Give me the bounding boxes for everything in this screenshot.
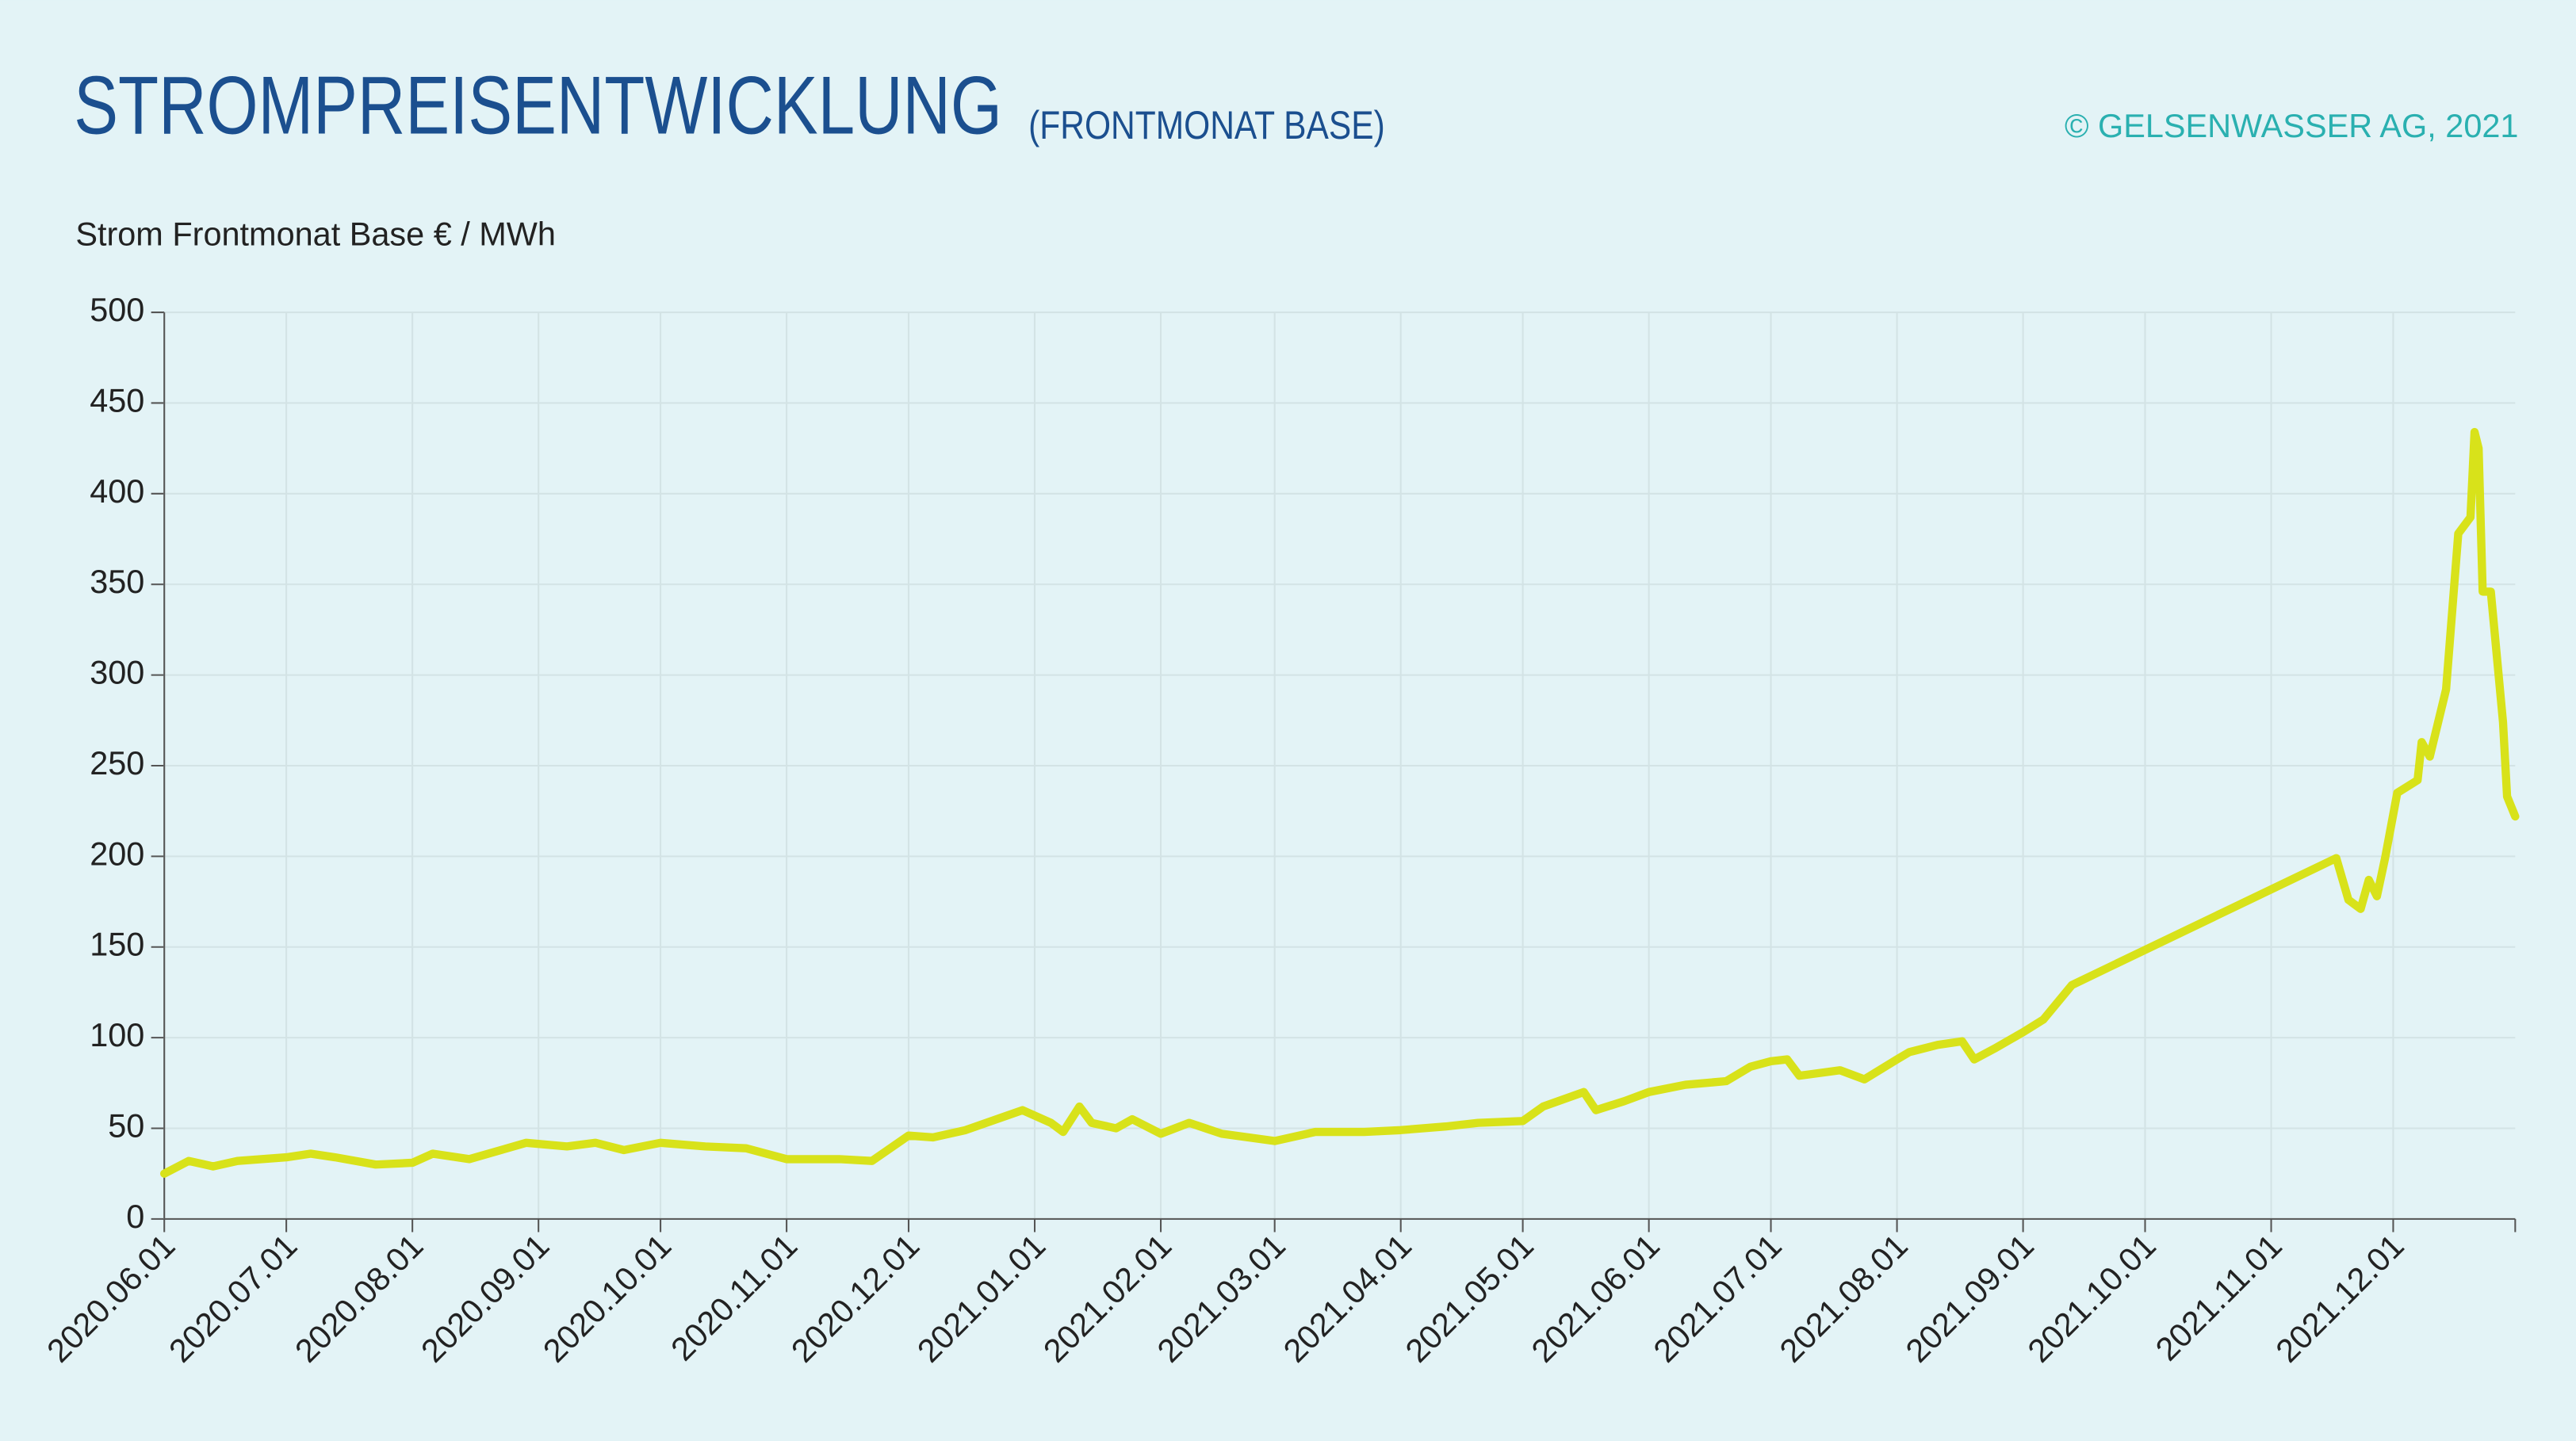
chart-subtitle: (FRONTMONAT BASE): [1028, 103, 1385, 147]
y-tick-label: 450: [90, 381, 144, 419]
y-tick-label: 50: [108, 1107, 144, 1144]
y-tick-label: 250: [90, 744, 144, 782]
y-tick-label: 300: [90, 654, 144, 691]
credit: © GELSENWASSER AG, 2021: [2065, 107, 2519, 144]
y-tick-label: 500: [90, 291, 144, 328]
data-line: [160, 427, 2520, 1178]
y-tick-label: 350: [90, 563, 144, 600]
y-axis-label: Strom Frontmonat Base € / MWh: [75, 216, 556, 253]
chart-title: STROMPREISENTWICKLUNG: [74, 59, 1002, 151]
y-tick-label: 200: [90, 835, 144, 872]
y-tick-label: 100: [90, 1016, 144, 1053]
plot: [160, 427, 2520, 1178]
y-tick-label: 400: [90, 472, 144, 510]
y-tick-label: 0: [126, 1198, 144, 1235]
y-tick-label: 150: [90, 926, 144, 963]
